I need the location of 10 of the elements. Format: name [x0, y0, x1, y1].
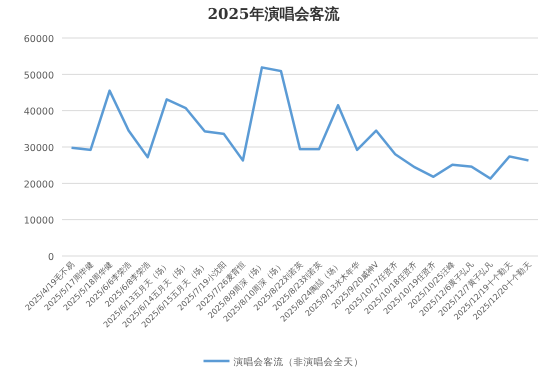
y-tick-label: 40000	[24, 106, 54, 118]
chart-title: 2025年演唱会客流	[208, 5, 340, 23]
y-tick-label: 20000	[24, 179, 54, 190]
legend-label: 演唱会客流（非演唱会全天）	[234, 356, 364, 368]
y-tick-label: 30000	[24, 143, 54, 154]
y-tick-label: 10000	[24, 216, 54, 227]
y-tick-label: 0	[48, 252, 54, 263]
y-tick-label: 50000	[24, 70, 54, 82]
line-series	[70, 66, 530, 180]
y-tick-label: 60000	[24, 34, 54, 45]
